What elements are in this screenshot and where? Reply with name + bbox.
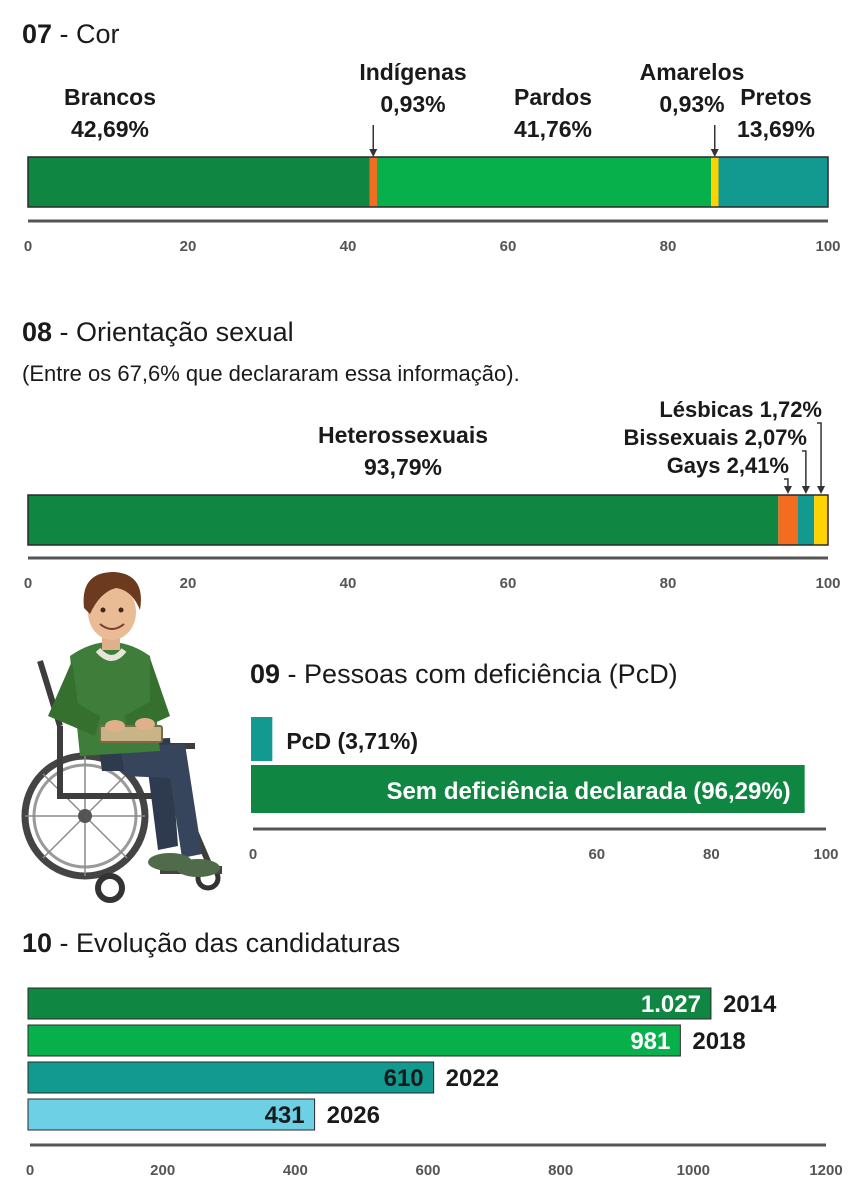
segment-value-label: 93,79% <box>364 454 442 480</box>
cor-tick-label: 40 <box>340 238 357 255</box>
segment-value-label: 13,69% <box>737 116 815 142</box>
callout-arrow-head <box>817 486 826 494</box>
orientation-callout-label: Bissexuais 2,07% <box>624 425 807 450</box>
bar-2026 <box>27 1098 316 1131</box>
section-08-label: - Orientação sexual <box>52 317 294 347</box>
section-08-title: 08 - Orientação sexual <box>22 316 294 348</box>
section-09-title: 09 - Pessoas com deficiência (PcD) <box>250 658 678 690</box>
bar-2022 <box>27 1061 435 1094</box>
bar-segment-amarelos <box>711 157 719 207</box>
bar-segment-heterossexuais <box>28 495 779 545</box>
section-08-number: 08 <box>22 317 53 347</box>
bar-value-label: 981 <box>630 1028 670 1055</box>
bar-sem-deficiencia <box>251 765 805 813</box>
bar-year-label: 2018 <box>692 1028 745 1055</box>
orientacao-tick-label: 40 <box>340 575 357 592</box>
bar-value-label: 610 <box>384 1065 424 1092</box>
callout-arrow-head <box>710 149 719 157</box>
callout-leader-line <box>817 422 822 487</box>
section-09-number: 09 <box>250 659 281 689</box>
segment-value-label: 0,93% <box>659 91 724 117</box>
pcd-tick-label: 100 <box>813 846 838 863</box>
callout-arrow-head <box>783 486 792 494</box>
evolucao-tick-label: 600 <box>415 1162 440 1179</box>
bar-value-label: 1.027 <box>641 991 701 1018</box>
bar-label: PcD (3,71%) <box>286 728 418 754</box>
bar-2014 <box>27 987 712 1020</box>
section-10-number: 10 <box>22 928 53 958</box>
chart-orientacao: Heterossexuais 93,79% Lésbicas 1,72% Bissex… <box>24 397 841 592</box>
chart-pcd: PcD (3,71%) Sem deficiência declarada (96… <box>249 717 839 863</box>
segment-name-label: Pretos <box>740 84 812 110</box>
orientacao-tick-label: 20 <box>180 575 197 592</box>
orientation-callout-label: Gays 2,41% <box>667 453 789 478</box>
section-07-number: 07 <box>22 19 53 49</box>
evolucao-tick-label: 1000 <box>677 1162 710 1179</box>
bar-segment-brancos <box>28 157 370 207</box>
cor-tick-label: 80 <box>660 238 677 255</box>
bar-year-label: 2026 <box>327 1102 380 1129</box>
pcd-tick-label: 60 <box>588 846 605 863</box>
cor-tick-label: 20 <box>180 238 197 255</box>
bar-segment-indígenas <box>369 157 377 207</box>
section-07-label: - Cor <box>52 19 120 49</box>
bar-outline <box>27 156 829 208</box>
pcd-tick-label: 0 <box>249 846 257 863</box>
bar-segment-lésbicas <box>814 495 828 545</box>
segment-name-label: Indígenas <box>359 59 466 85</box>
segment-name-label: Pardos <box>514 84 592 110</box>
bar-label: Sem deficiência declarada (96,29%) <box>386 778 790 805</box>
evolucao-tick-label: 200 <box>150 1162 175 1179</box>
orientacao-tick-label: 60 <box>500 575 517 592</box>
section-10-title: 10 - Evolução das candidaturas <box>22 927 400 959</box>
segment-value-label: 0,93% <box>380 91 445 117</box>
section-08-subtitle: (Entre os 67,6% que declararam essa info… <box>22 361 520 386</box>
orientation-callout-label: Lésbicas 1,72% <box>659 397 822 422</box>
segment-value-label: 41,76% <box>514 116 592 142</box>
segment-value-label: 42,69% <box>71 116 149 142</box>
bar-pcd <box>251 717 273 761</box>
cor-tick-label: 60 <box>500 238 517 255</box>
evolucao-tick-label: 0 <box>26 1162 34 1179</box>
bar-year-label: 2022 <box>446 1065 499 1092</box>
section-09-label: - Pessoas com deficiência (PcD) <box>280 659 678 689</box>
callout-leader-line <box>802 450 807 487</box>
bar-2018 <box>27 1024 681 1057</box>
bar-segment-bissexuais <box>797 495 815 545</box>
callout-arrow-head <box>801 486 810 494</box>
section-07-title: 07 - Cor <box>22 18 120 50</box>
evolucao-tick-label: 800 <box>548 1162 573 1179</box>
orientacao-tick-label: 0 <box>24 575 32 592</box>
evolucao-tick-label: 400 <box>283 1162 308 1179</box>
cor-tick-label: 0 <box>24 238 32 255</box>
bar-segment-pretos <box>718 157 828 207</box>
section-10-label: - Evolução das candidaturas <box>52 928 401 958</box>
segment-name-label: Amarelos <box>640 59 745 85</box>
orientacao-tick-label: 80 <box>660 575 677 592</box>
bar-year-label: 2014 <box>723 991 777 1018</box>
chart-cor: Brancos 42,69% Indígenas 0,93% Pardos 41,76% A… <box>24 59 841 255</box>
pcd-tick-label: 80 <box>703 846 720 863</box>
callout-leader-line <box>784 478 789 487</box>
segment-name-label: Heterossexuais <box>318 422 488 448</box>
chart-evolucao: 1.027 2014 981 2018 610 2022 431 2026 0 200 400 600… <box>26 987 843 1179</box>
bar-segment-pardos <box>376 157 712 207</box>
callout-arrow-head <box>369 149 378 157</box>
segment-name-label: Brancos <box>64 84 156 110</box>
bar-value-label: 431 <box>265 1102 305 1129</box>
bar-segment-gays <box>778 495 798 545</box>
cor-tick-label: 100 <box>815 238 840 255</box>
wheelchair-user-illustration <box>21 572 222 903</box>
evolucao-tick-label: 1200 <box>809 1162 842 1179</box>
orientacao-tick-label: 100 <box>815 575 840 592</box>
bar-outline <box>27 494 829 546</box>
